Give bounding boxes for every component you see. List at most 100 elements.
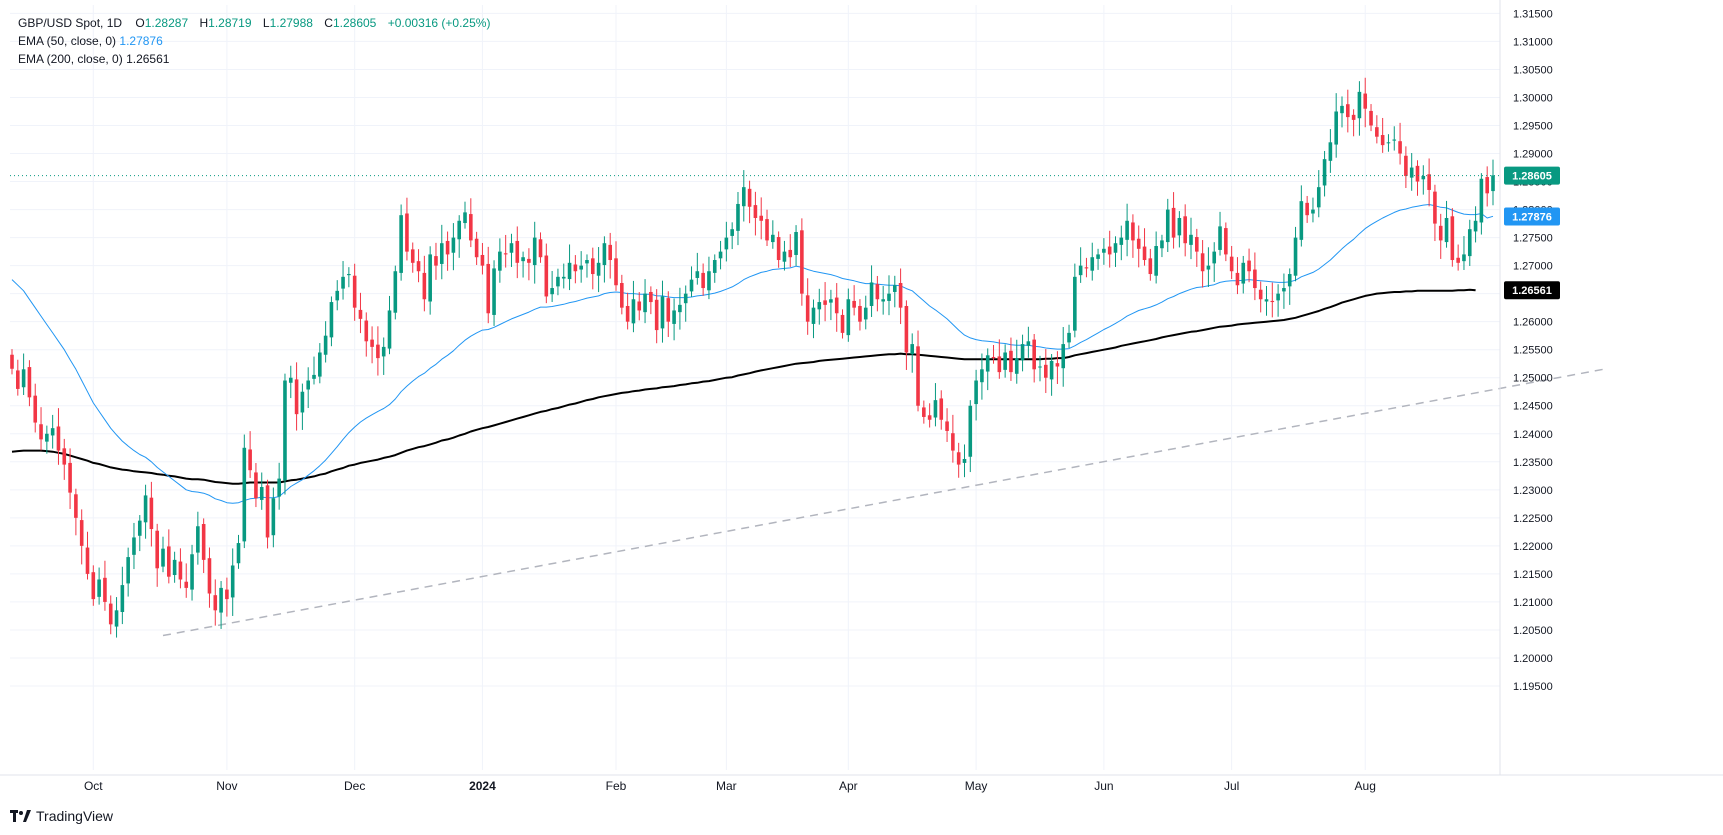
candle-body <box>666 298 671 322</box>
candle-body <box>933 400 938 418</box>
candle-down <box>666 291 671 337</box>
candle-body <box>1427 174 1431 190</box>
candle-down <box>149 481 154 547</box>
candle-up <box>1264 286 1269 316</box>
candle-body <box>1340 105 1344 114</box>
candle-body <box>167 546 171 577</box>
candle-body <box>817 302 822 310</box>
candle-down <box>1200 240 1205 288</box>
candle-body <box>16 370 20 389</box>
candle-body <box>370 339 374 347</box>
y-tick-label: 1.20500 <box>1513 625 1553 637</box>
candle-down <box>991 345 996 364</box>
candle-up <box>323 321 328 363</box>
ema200-label: EMA (200, close, 0) <box>18 52 123 66</box>
candle-down <box>184 563 189 598</box>
tradingview-brand[interactable]: TradingView <box>10 808 113 824</box>
candle-body <box>846 299 851 336</box>
candle-up <box>242 434 247 549</box>
candle-body <box>1473 220 1478 232</box>
candle-down <box>405 197 409 261</box>
candle-up <box>259 472 264 510</box>
candle-body <box>439 243 444 264</box>
candle-down <box>167 529 171 584</box>
legend-ema50-row[interactable]: EMA (50, close, 0) 1.27876 <box>18 32 498 50</box>
ema50-label: EMA (50, close, 0) <box>18 34 117 48</box>
candle-up <box>1125 203 1129 257</box>
candle-up <box>1467 219 1472 267</box>
candle-down <box>1009 337 1013 381</box>
candle-body <box>985 355 990 372</box>
candle-down <box>654 289 659 344</box>
candle-down <box>1229 245 1234 279</box>
brand-name: TradingView <box>36 808 114 824</box>
candle-body <box>451 237 456 253</box>
low-value: 1.27988 <box>269 16 313 30</box>
candle-up <box>463 201 467 229</box>
candle-up <box>678 287 682 330</box>
candle-body <box>718 251 723 259</box>
candle-up <box>660 280 665 343</box>
candle-body <box>114 610 119 627</box>
candle-body <box>422 272 427 300</box>
candle-body <box>62 448 67 465</box>
candle-body <box>538 239 543 258</box>
candle-up <box>451 223 456 271</box>
candle-up <box>1026 326 1031 358</box>
candle-body <box>1282 288 1286 292</box>
candle-body <box>294 379 299 415</box>
candle-down <box>1235 257 1240 295</box>
candle-down <box>608 232 613 279</box>
candle-body <box>27 367 32 398</box>
candle-up <box>329 296 334 347</box>
x-tick-label: Jul <box>1224 779 1239 793</box>
candle-down <box>1055 351 1060 384</box>
candle-body <box>991 356 996 359</box>
candle-body <box>968 405 973 457</box>
candle-up <box>1073 263 1077 338</box>
candle-up <box>219 581 223 629</box>
candle-body <box>1165 209 1170 243</box>
candle-down <box>1270 282 1275 318</box>
candle-up <box>347 267 351 288</box>
candle-down <box>637 292 642 321</box>
candle-down <box>1136 225 1141 268</box>
candle-up <box>306 367 311 409</box>
candle-body <box>608 244 613 261</box>
candle-body <box>1357 91 1362 119</box>
candle-up <box>509 233 514 267</box>
candle-body <box>683 293 688 304</box>
candle-up <box>863 295 868 330</box>
candle-up <box>1078 247 1083 283</box>
candle-body <box>904 305 909 353</box>
candle-body <box>445 240 450 255</box>
candle-body <box>1438 225 1443 241</box>
current-price-badge-text: 1.28605 <box>1512 171 1552 183</box>
candle-up <box>689 266 694 298</box>
candle-body <box>1014 358 1019 374</box>
candle-body <box>1276 293 1280 301</box>
y-tick-label: 1.31000 <box>1513 36 1553 48</box>
candle-body <box>56 426 61 451</box>
candle-body <box>463 212 467 224</box>
candle-body <box>805 295 810 322</box>
candle-body <box>410 249 415 263</box>
candle-body <box>1421 175 1426 180</box>
candle-body <box>579 265 583 270</box>
candle-body <box>120 585 125 613</box>
candle-down <box>620 274 624 315</box>
candle-up <box>196 511 200 565</box>
symbol-title[interactable]: GBP/USD Spot, 1D <box>18 16 123 30</box>
candle-down <box>527 248 531 281</box>
candle-body <box>1055 363 1060 367</box>
candle-body <box>103 577 107 602</box>
candle-body <box>428 254 432 302</box>
legend-ema200-row[interactable]: EMA (200, close, 0) 1.26561 <box>18 50 498 68</box>
candle-body <box>1183 216 1187 244</box>
candle-up <box>1462 236 1466 270</box>
candle-body <box>759 215 764 221</box>
candle-down <box>1032 334 1036 383</box>
candle-up <box>1386 134 1391 152</box>
candle-up <box>817 288 822 325</box>
